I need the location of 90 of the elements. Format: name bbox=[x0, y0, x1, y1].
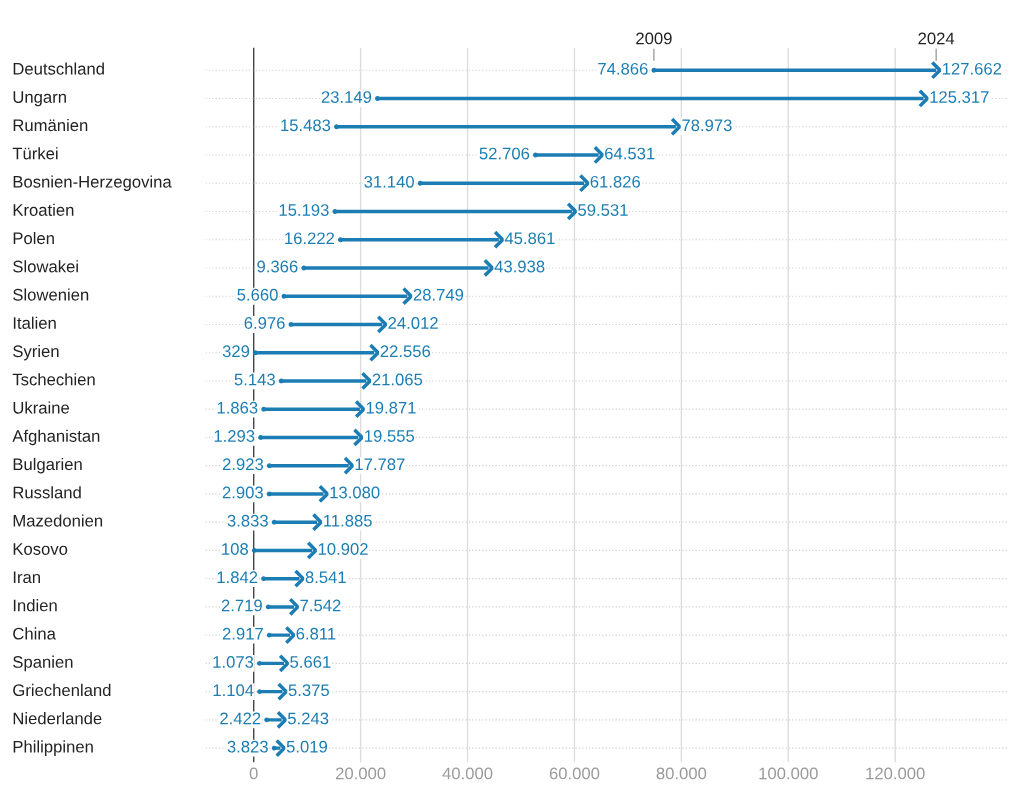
data-label: 11.885 bbox=[324, 514, 372, 527]
data-label: 5.660 bbox=[237, 288, 278, 301]
data-label: 24.012 bbox=[388, 317, 438, 329]
point bbox=[375, 96, 380, 101]
y-tick-label: Ungarn bbox=[13, 91, 66, 107]
data-label: 2.917 bbox=[222, 627, 263, 640]
data-label: 1.293 bbox=[214, 430, 255, 442]
data-label: 23.149 bbox=[321, 91, 372, 103]
y-tick-label: Russland bbox=[13, 486, 81, 499]
point bbox=[258, 434, 264, 440]
y-tick-label: Griechenland bbox=[13, 683, 111, 697]
x-tick-label: 0 bbox=[249, 767, 258, 780]
data-label: 1.104 bbox=[213, 684, 254, 697]
data-label: 2.719 bbox=[221, 599, 262, 612]
y-tick-label: Iran bbox=[13, 571, 40, 584]
data-label: 31.140 bbox=[364, 175, 414, 188]
data-label: 5.019 bbox=[286, 740, 328, 753]
data-label: 15.483 bbox=[281, 119, 331, 132]
data-label: 127.662 bbox=[942, 62, 1002, 75]
y-tick-label: Rumänien bbox=[13, 118, 88, 132]
data-label: 1.073 bbox=[213, 656, 254, 668]
data-label: 61.826 bbox=[590, 175, 641, 188]
y-tick-label: Kroatien bbox=[13, 203, 74, 216]
y-tick-label: Bosnien-Herzegovina bbox=[13, 175, 172, 191]
data-label: 78.973 bbox=[682, 119, 732, 132]
x-tick-label: 40.000 bbox=[442, 767, 493, 780]
y-tick-label: Philippinen bbox=[13, 740, 93, 756]
data-label: 108 bbox=[222, 543, 249, 555]
data-label: 9.366 bbox=[257, 260, 298, 273]
y-tick-label: Türkei bbox=[12, 147, 58, 160]
data-label: 3.833 bbox=[227, 514, 268, 527]
y-tick-label: Tschechien bbox=[12, 373, 95, 386]
data-label: 5.243 bbox=[287, 712, 329, 725]
y-tick-label: Italien bbox=[13, 316, 56, 329]
data-label: 17.787 bbox=[355, 458, 405, 471]
series-label: 2024 bbox=[918, 32, 955, 45]
data-label: 43.938 bbox=[494, 260, 545, 273]
data-label: 2.422 bbox=[220, 712, 261, 725]
data-label: 64.531 bbox=[605, 147, 655, 160]
data-label: 2.923 bbox=[222, 458, 264, 471]
data-label: 125.317 bbox=[930, 91, 989, 103]
data-label: 13.080 bbox=[330, 486, 380, 499]
y-tick-label: Deutschland bbox=[13, 62, 104, 75]
series-label: 2009 bbox=[636, 32, 672, 45]
data-label: 52.706 bbox=[479, 147, 530, 160]
y-tick-label: Polen bbox=[13, 231, 54, 245]
data-label: 10.902 bbox=[318, 543, 368, 555]
y-tick-label: Spanien bbox=[13, 655, 73, 672]
data-label: 5.661 bbox=[290, 656, 331, 668]
point bbox=[251, 547, 257, 553]
y-tick-label: Bulgarien bbox=[13, 457, 82, 474]
y-tick-label: China bbox=[13, 627, 56, 640]
data-label: 15.193 bbox=[279, 204, 329, 216]
y-tick-label: Niederlande bbox=[13, 712, 102, 725]
data-label: 8.541 bbox=[305, 571, 346, 584]
data-label: 329 bbox=[222, 345, 250, 358]
data-label: 1.863 bbox=[217, 401, 258, 414]
data-label: 7.542 bbox=[300, 599, 341, 612]
data-label: 59.531 bbox=[578, 204, 628, 216]
y-tick-label: Indien bbox=[13, 599, 57, 612]
y-tick-label: Slowenien bbox=[13, 288, 89, 301]
data-label: 21.065 bbox=[372, 373, 423, 386]
point bbox=[257, 660, 262, 666]
y-tick-label: Mazedonien bbox=[13, 514, 103, 527]
data-label: 74.866 bbox=[598, 62, 648, 75]
y-tick-label: Kosovo bbox=[13, 543, 68, 555]
x-tick-label: 60.000 bbox=[549, 767, 600, 780]
data-label: 6.811 bbox=[296, 627, 336, 640]
data-label: 28.749 bbox=[413, 288, 464, 301]
point bbox=[288, 322, 294, 327]
x-tick-label: 100.000 bbox=[759, 767, 818, 780]
data-label: 3.823 bbox=[227, 740, 268, 753]
y-tick-label: Syrien bbox=[13, 344, 59, 361]
data-label: 2.903 bbox=[222, 486, 263, 499]
data-label: 19.555 bbox=[365, 430, 415, 442]
data-label: 5.143 bbox=[234, 373, 275, 386]
x-tick-label: 80.000 bbox=[656, 767, 707, 780]
y-tick-label: Slowakei bbox=[13, 260, 78, 273]
data-label: 22.556 bbox=[380, 345, 431, 358]
y-tick-label: Ukraine bbox=[13, 401, 70, 414]
data-label: 6.976 bbox=[244, 317, 285, 329]
x-tick-label: 120.000 bbox=[866, 767, 925, 780]
data-label: 5.375 bbox=[288, 684, 330, 697]
data-label: 16.222 bbox=[285, 232, 335, 245]
data-label: 1.842 bbox=[217, 571, 258, 584]
x-tick-label: 20.000 bbox=[335, 767, 386, 780]
point bbox=[332, 209, 338, 214]
data-label: 45.861 bbox=[504, 232, 555, 245]
y-tick-label: Afghanistan bbox=[12, 429, 100, 446]
data-label: 19.871 bbox=[366, 401, 416, 414]
